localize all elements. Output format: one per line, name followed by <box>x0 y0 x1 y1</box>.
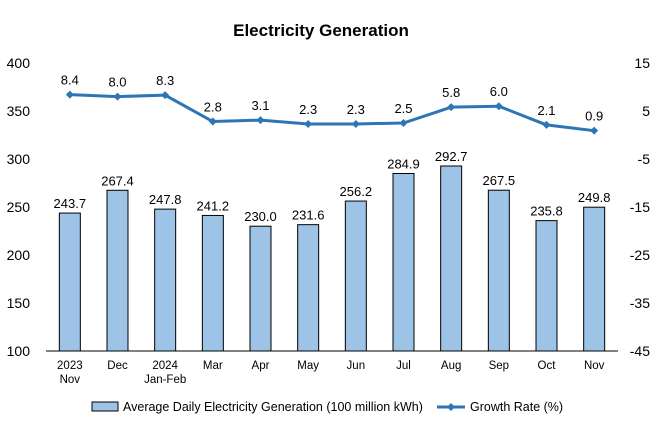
bar <box>297 224 320 352</box>
line-marker <box>351 119 360 128</box>
bar-data-label: 267.4 <box>101 173 134 188</box>
category-label: Nov <box>584 360 605 372</box>
left-tick-label: 250 <box>7 199 31 215</box>
bar <box>201 214 224 352</box>
category-label: Sep <box>489 360 509 372</box>
legend: Average Daily Electricity Generation (10… <box>91 400 563 414</box>
line-marker <box>304 119 313 128</box>
left-tick-label: 200 <box>7 247 31 263</box>
bar-data-label: 249.8 <box>578 190 611 205</box>
category-label: Aug <box>441 360 461 372</box>
line-data-label: 8.4 <box>61 73 79 88</box>
line-series: 8.4 8.0 8.3 2.8 3.1 2.3 2.3 2.5 5.8 6.0 2.1 0.9 <box>61 73 603 135</box>
bar-data-label: 241.2 <box>197 198 230 213</box>
category-axis: 2023 Nov Dec 2024 Jan-Feb Mar Apr May Jun Jul Aug S… <box>46 350 618 386</box>
bar-data-label: 247.8 <box>149 192 182 207</box>
right-tick-label: -5 <box>638 151 651 167</box>
line-data-label: 3.1 <box>251 98 269 113</box>
category-label: Dec <box>107 360 128 372</box>
right-tick-label: 5 <box>642 103 650 119</box>
right-axis: -45 -35 -25 -15 -5 5 15 <box>630 55 650 359</box>
line-marker <box>542 120 551 129</box>
bar <box>440 165 463 352</box>
bar-data-label: 230.0 <box>244 209 277 224</box>
bar-data-label: 243.7 <box>54 196 87 211</box>
right-tick-label: -35 <box>630 295 650 311</box>
line-data-label: 8.0 <box>108 75 126 90</box>
line-marker <box>399 119 408 127</box>
bar <box>249 225 272 352</box>
bar-data-label: 235.8 <box>530 204 563 219</box>
left-tick-label: 400 <box>7 55 31 71</box>
chart-title: Electricity Generation <box>233 21 409 40</box>
legend-line-marker <box>447 403 455 411</box>
bar-data-label: 267.5 <box>483 173 516 188</box>
right-tick-label: 15 <box>634 55 650 71</box>
bar <box>583 206 606 352</box>
category-label: Mar <box>203 360 223 372</box>
bar-data-label: 284.9 <box>387 156 420 171</box>
category-label: Apr <box>252 360 270 372</box>
line-data-label: 6.0 <box>490 84 508 99</box>
left-axis: 100 150 200 250 300 350 400 <box>7 55 31 359</box>
line-data-label: 8.3 <box>156 73 174 88</box>
category-label: May <box>297 360 319 372</box>
line-marker <box>161 91 170 100</box>
line-data-label: 2.5 <box>394 101 412 116</box>
line-marker <box>447 103 456 112</box>
growth-line <box>69 93 595 133</box>
line-data-label: 5.8 <box>442 85 460 100</box>
line-marker <box>208 117 217 126</box>
line-marker <box>65 90 74 99</box>
legend-bar-swatch <box>91 401 119 412</box>
bar <box>535 220 558 352</box>
line-marker <box>590 126 599 135</box>
left-tick-label: 100 <box>7 343 31 359</box>
category-label: Jul <box>396 360 411 372</box>
category-label: 2023 <box>57 360 83 372</box>
line-data-label: 0.9 <box>585 109 603 124</box>
category-label: Jan-Feb <box>144 374 186 386</box>
left-tick-label: 300 <box>7 151 31 167</box>
line-data-label: 2.1 <box>537 103 555 118</box>
category-label: 2024 <box>152 360 178 372</box>
line-data-label: 2.8 <box>204 100 222 115</box>
line-marker <box>494 102 503 111</box>
category-label: Nov <box>60 374 81 386</box>
bar-data-label: 231.6 <box>292 208 325 223</box>
category-label: Jun <box>347 360 366 372</box>
line-data-label: 2.3 <box>299 102 317 117</box>
left-tick-label: 350 <box>7 103 31 119</box>
line-marker <box>256 116 265 125</box>
bar <box>58 212 81 352</box>
bar <box>344 200 367 352</box>
bar <box>487 189 510 352</box>
legend-line-label: Growth Rate (%) <box>470 400 563 414</box>
bar <box>392 172 415 352</box>
bar-data-label: 256.2 <box>340 184 373 199</box>
bar <box>106 189 129 352</box>
right-tick-label: -45 <box>630 343 650 359</box>
right-tick-label: -15 <box>630 199 650 215</box>
line-data-label: 2.3 <box>347 102 365 117</box>
bar <box>154 208 177 352</box>
bar-data-label: 292.7 <box>435 149 468 164</box>
category-label: Oct <box>538 360 557 372</box>
left-tick-label: 150 <box>7 295 31 311</box>
line-marker <box>113 92 122 101</box>
right-tick-label: -25 <box>630 247 650 263</box>
bar-series: 243.7 267.4 247.8 241.2 230.0 231.6 256.2 284.9… <box>54 149 611 352</box>
legend-bar-label: Average Daily Electricity Generation (10… <box>123 400 423 414</box>
